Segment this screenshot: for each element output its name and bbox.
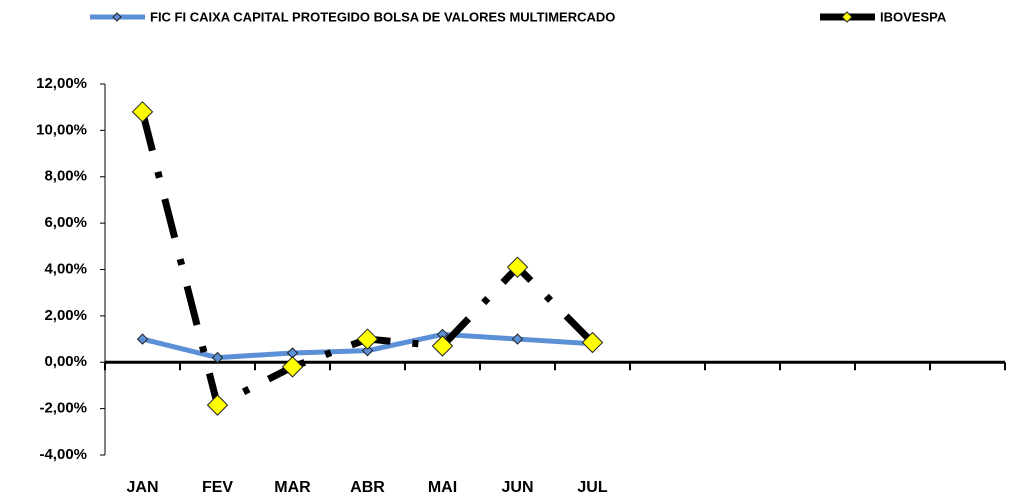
data-point bbox=[581, 331, 604, 354]
x-tick-label: JUN bbox=[501, 479, 533, 496]
y-tick-label: 2,00% bbox=[44, 307, 87, 324]
data-point bbox=[206, 394, 229, 416]
y-tick-label: 0,00% bbox=[44, 353, 87, 370]
x-tick-label: FEV bbox=[202, 479, 233, 496]
legend-label: IBOVESPA bbox=[880, 9, 947, 24]
data-point bbox=[356, 328, 379, 350]
data-point bbox=[511, 333, 524, 345]
y-tick-label: 6,00% bbox=[44, 214, 87, 231]
data-point bbox=[281, 356, 304, 378]
data-point bbox=[211, 351, 224, 364]
legend-marker bbox=[112, 12, 122, 22]
legend-label: FIC FI CAIXA CAPITAL PROTEGIDO BOLSA DE … bbox=[150, 9, 615, 24]
y-tick-label: -2,00% bbox=[39, 400, 87, 417]
y-tick-label: 10,00% bbox=[36, 121, 87, 138]
data-point bbox=[506, 256, 529, 278]
data-point bbox=[136, 333, 149, 345]
data-point bbox=[361, 344, 374, 357]
y-tick-label: 4,00% bbox=[44, 260, 87, 277]
x-tick-label: MAI bbox=[428, 479, 457, 496]
x-tick-label: MAR bbox=[274, 479, 311, 496]
x-tick-label: JAN bbox=[126, 479, 158, 496]
x-tick-label: JUL bbox=[577, 479, 607, 496]
data-point bbox=[131, 101, 154, 123]
x-tick-label: ABR bbox=[350, 479, 385, 496]
y-tick-label: 12,00% bbox=[36, 75, 87, 92]
legend-marker bbox=[841, 11, 853, 23]
y-tick-label: 8,00% bbox=[44, 168, 87, 185]
y-tick-label: -4,00% bbox=[39, 446, 87, 463]
data-point bbox=[431, 335, 454, 357]
